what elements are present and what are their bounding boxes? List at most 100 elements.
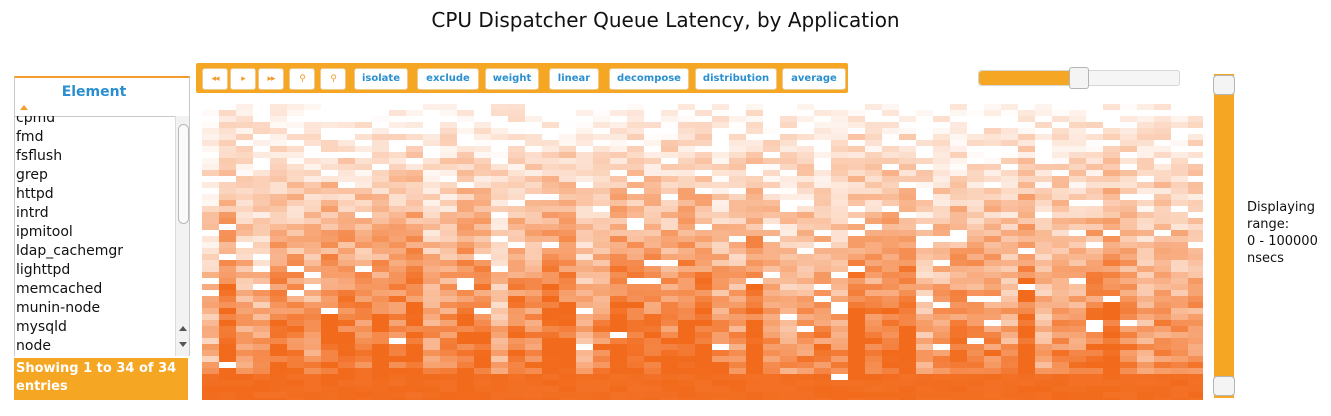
heatmap-cell — [1137, 176, 1154, 182]
list-item[interactable]: fsflush — [16, 148, 63, 164]
heatmap-cell — [950, 392, 967, 398]
range-slider-bottom-handle[interactable] — [1213, 376, 1235, 396]
range-slider[interactable] — [1213, 74, 1235, 398]
heatmap-cell — [644, 146, 661, 152]
heatmap-cell — [236, 116, 253, 122]
scrollbar-thumb[interactable] — [178, 124, 189, 224]
scroll-down-icon[interactable] — [179, 342, 187, 347]
heatmap-cell — [576, 356, 593, 362]
decompose-button[interactable]: decompose — [609, 68, 689, 90]
heatmap-cell — [542, 332, 559, 338]
heatmap-cell — [491, 158, 508, 164]
fast-forward-icon[interactable]: ▸▸ — [258, 68, 284, 90]
heatmap-cell — [967, 308, 984, 314]
heatmap-cell — [916, 392, 933, 398]
heatmap-cell — [610, 158, 627, 164]
heatmap-cell — [219, 176, 236, 182]
heatmap-cell — [202, 380, 219, 386]
heatmap-cell — [304, 380, 321, 386]
exclude-button[interactable]: exclude — [417, 68, 479, 90]
heatmap-cell — [287, 236, 304, 242]
latency-heatmap[interactable] — [202, 104, 1203, 400]
heatmap-cell — [763, 344, 780, 350]
heatmap-cell — [287, 290, 304, 296]
heatmap-cell — [712, 194, 729, 200]
heatmap-cell — [848, 134, 865, 140]
heatmap-cell — [1035, 140, 1052, 146]
heatmap-cell — [1001, 248, 1018, 254]
heatmap-cell — [1154, 236, 1171, 242]
linear-button[interactable]: linear — [549, 68, 599, 90]
top-slider[interactable] — [978, 67, 1180, 89]
heatmap-cell — [270, 200, 287, 206]
heatmap-cell — [780, 350, 797, 356]
heatmap-cell — [1001, 170, 1018, 176]
element-column-header[interactable]: Element — [14, 76, 190, 117]
heatmap-cell — [831, 392, 848, 398]
range-slider-top-handle[interactable] — [1213, 75, 1235, 95]
list-item[interactable]: node — [16, 338, 51, 354]
heatmap-cell — [865, 248, 882, 254]
heatmap-cell — [491, 128, 508, 134]
heatmap-cell — [593, 380, 610, 386]
heatmap-cell — [270, 314, 287, 320]
play-icon[interactable]: ▸ — [230, 68, 256, 90]
heatmap-cell — [423, 104, 440, 110]
distribution-button[interactable]: distribution — [695, 68, 777, 90]
heatmap-cell — [967, 350, 984, 356]
isolate-button[interactable]: isolate — [354, 68, 408, 90]
list-item[interactable]: grep — [16, 167, 48, 183]
heatmap-cell — [967, 338, 984, 344]
heatmap-cell — [1018, 194, 1035, 200]
average-button[interactable]: average — [782, 68, 846, 90]
heatmap-cell — [355, 236, 372, 242]
list-item[interactable]: intrd — [16, 205, 49, 221]
heatmap-cell — [865, 326, 882, 332]
weight-button[interactable]: weight — [485, 68, 539, 90]
heatmap-cell — [1188, 278, 1203, 284]
zoom-out-icon[interactable]: ⚲ — [320, 68, 346, 90]
list-item[interactable]: ipmitool — [16, 224, 73, 240]
heatmap-cell — [219, 254, 236, 260]
list-item[interactable]: ldap_cachemgr — [16, 243, 123, 259]
heatmap-cell — [831, 260, 848, 266]
heatmap-cell — [1035, 272, 1052, 278]
heatmap-cell — [848, 338, 865, 344]
heatmap-cell — [270, 134, 287, 140]
list-item[interactable]: memcached — [16, 281, 103, 297]
heatmap-cell — [882, 350, 899, 356]
heatmap-cell — [423, 266, 440, 272]
heatmap-cell — [457, 254, 474, 260]
list-item[interactable]: mysqld — [16, 319, 67, 335]
heatmap-cell — [559, 146, 576, 152]
rewind-icon[interactable]: ◂◂ — [202, 68, 228, 90]
heatmap-cell — [1103, 206, 1120, 212]
list-item[interactable]: fmd — [16, 129, 44, 145]
heatmap-cell — [933, 116, 950, 122]
heatmap-cell — [355, 278, 372, 284]
element-list-scrollbar[interactable] — [175, 116, 189, 356]
heatmap-cell — [1069, 140, 1086, 146]
heatmap-cell — [763, 134, 780, 140]
list-item[interactable]: httpd — [16, 186, 54, 202]
list-item[interactable]: munin-node — [16, 300, 101, 316]
heatmap-cell — [644, 374, 661, 380]
heatmap-cell — [916, 176, 933, 182]
scroll-up-icon[interactable] — [179, 326, 187, 331]
heatmap-cell — [644, 218, 661, 224]
heatmap-cell — [219, 200, 236, 206]
sort-ascending-icon[interactable] — [20, 105, 28, 110]
heatmap-cell — [950, 332, 967, 338]
list-item[interactable]: lighttpd — [16, 262, 71, 278]
heatmap-cell — [916, 260, 933, 266]
heatmap-cell — [474, 164, 491, 170]
heatmap-cell — [219, 272, 236, 278]
heatmap-cell — [1069, 326, 1086, 332]
list-item[interactable]: cpmd — [16, 116, 56, 126]
heatmap-cell — [644, 122, 661, 128]
top-slider-handle[interactable] — [1069, 67, 1089, 89]
heatmap-cell — [1154, 248, 1171, 254]
zoom-in-icon[interactable]: ⚲ — [289, 68, 315, 90]
heatmap-cell — [1086, 200, 1103, 206]
heatmap-cell — [814, 380, 831, 386]
